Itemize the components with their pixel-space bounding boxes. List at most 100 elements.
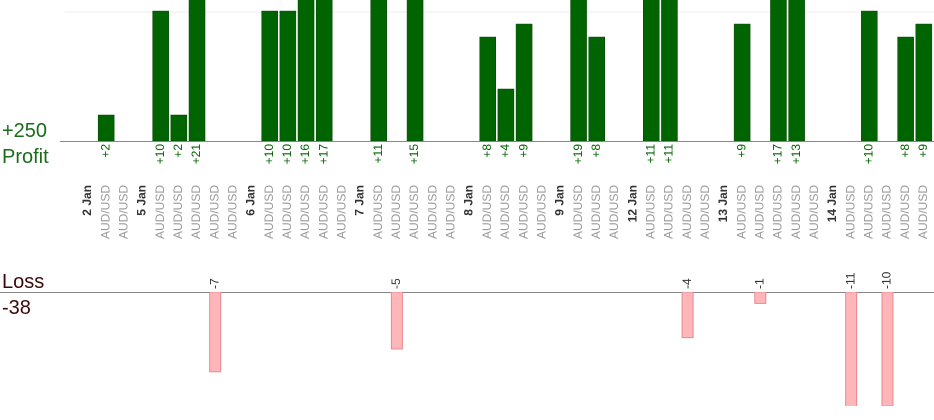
- symbol-label: AUD/USD: [880, 185, 894, 239]
- value-label: +8: [480, 144, 494, 158]
- profit-bar: [315, 0, 333, 141]
- symbol-label: AUD/USD: [226, 185, 240, 239]
- symbol-label: AUD/USD: [207, 185, 221, 239]
- symbol-label: AUD/USD: [861, 185, 875, 239]
- value-label: -7: [207, 278, 221, 289]
- value-label: +9: [734, 144, 748, 158]
- symbol-label: AUD/USD: [643, 185, 657, 239]
- value-label: +10: [262, 144, 276, 165]
- symbol-label: AUD/USD: [298, 185, 312, 239]
- symbol-label: AUD/USD: [117, 185, 131, 239]
- day-label: 13 Jan: [716, 185, 730, 222]
- symbol-label: AUD/USD: [389, 185, 403, 239]
- value-label: -1: [752, 278, 766, 289]
- symbol-label: AUD/USD: [189, 185, 203, 239]
- profit-bar: [897, 36, 914, 141]
- profit-bar: [261, 10, 278, 141]
- profit-bar: [406, 0, 424, 141]
- symbol-label: AUD/USD: [480, 185, 494, 239]
- profit-bar: [733, 23, 751, 141]
- symbol-label: AUD/USD: [571, 185, 585, 239]
- symbol-label: AUD/USD: [280, 185, 294, 239]
- value-label: +19: [571, 144, 585, 165]
- day-label: 2 Jan: [80, 185, 94, 216]
- value-label: +9: [516, 144, 530, 158]
- day-label: 7 Jan: [353, 185, 367, 216]
- value-label: +21: [189, 144, 203, 165]
- value-label: +9: [916, 144, 930, 158]
- profit-bar: [370, 0, 387, 141]
- symbol-label: AUD/USD: [734, 185, 748, 239]
- profit-bar: [861, 10, 878, 141]
- profit-bar: [661, 0, 678, 141]
- day-label: 8 Jan: [462, 185, 476, 216]
- value-label: +10: [280, 144, 294, 165]
- symbol-label: AUD/USD: [589, 185, 603, 239]
- profit-bar: [788, 0, 805, 141]
- symbol-label: AUD/USD: [335, 185, 349, 239]
- value-label: +11: [662, 144, 676, 164]
- value-label: -11: [843, 272, 857, 289]
- value-label: +4: [498, 144, 512, 158]
- symbol-label: AUD/USD: [789, 185, 803, 239]
- loss-total: -38: [2, 297, 31, 319]
- value-label: +15: [407, 144, 421, 165]
- value-label: +17: [316, 144, 330, 165]
- symbol-label: AUD/USD: [807, 185, 821, 239]
- profit-bar: [188, 0, 206, 141]
- symbol-label: AUD/USD: [843, 185, 857, 239]
- value-label: +10: [153, 144, 167, 165]
- profit-bar: [770, 0, 787, 141]
- day-label: 6 Jan: [244, 185, 258, 216]
- value-label: +17: [771, 144, 785, 165]
- profit-bar: [297, 0, 315, 141]
- value-label: +8: [898, 144, 912, 158]
- symbol-label: AUD/USD: [752, 185, 766, 239]
- value-label: -10: [880, 271, 894, 289]
- symbol-label: AUD/USD: [171, 185, 185, 239]
- symbol-label: AUD/USD: [153, 185, 167, 239]
- loss-bar: [209, 292, 222, 373]
- loss-bar: [845, 292, 858, 406]
- profit-bar: [643, 0, 660, 141]
- symbol-label: AUD/USD: [516, 185, 530, 239]
- symbol-label: AUD/USD: [371, 185, 385, 239]
- loss-bar: [881, 292, 894, 406]
- value-label: +2: [171, 144, 185, 158]
- value-label: +8: [589, 144, 603, 158]
- symbol-label: AUD/USD: [444, 185, 458, 239]
- value-label: +2: [98, 144, 112, 158]
- profit-bar: [915, 23, 933, 141]
- loss-bar: [754, 292, 767, 304]
- value-label: -5: [389, 278, 403, 289]
- loss-bar: [681, 292, 694, 339]
- profit-label: Profit: [2, 146, 49, 168]
- value-label: +13: [789, 144, 803, 165]
- profit-bar: [170, 114, 188, 141]
- symbol-label: AUD/USD: [898, 185, 912, 239]
- day-label: 5 Jan: [135, 185, 149, 216]
- value-label: +11: [371, 144, 385, 164]
- profit-bars: [97, 0, 933, 141]
- symbol-label: AUD/USD: [698, 185, 712, 239]
- symbol-label: AUD/USD: [316, 185, 330, 239]
- day-label: 12 Jan: [625, 185, 639, 222]
- day-label: 14 Jan: [825, 185, 839, 222]
- profit-bar: [152, 10, 169, 141]
- profit-bar: [570, 0, 587, 141]
- value-label: -4: [680, 278, 694, 289]
- loss-bar: [390, 292, 403, 350]
- value-label: +11: [643, 144, 657, 164]
- symbol-label: AUD/USD: [262, 185, 276, 239]
- symbol-label: AUD/USD: [607, 185, 621, 239]
- day-label: 9 Jan: [553, 185, 567, 216]
- profit-bar: [479, 36, 496, 141]
- symbol-label: AUD/USD: [498, 185, 512, 239]
- symbol-label: AUD/USD: [680, 185, 694, 239]
- loss-bars: [209, 292, 894, 406]
- profit-bar: [279, 10, 297, 141]
- symbol-label: AUD/USD: [425, 185, 439, 239]
- value-label: +10: [861, 144, 875, 165]
